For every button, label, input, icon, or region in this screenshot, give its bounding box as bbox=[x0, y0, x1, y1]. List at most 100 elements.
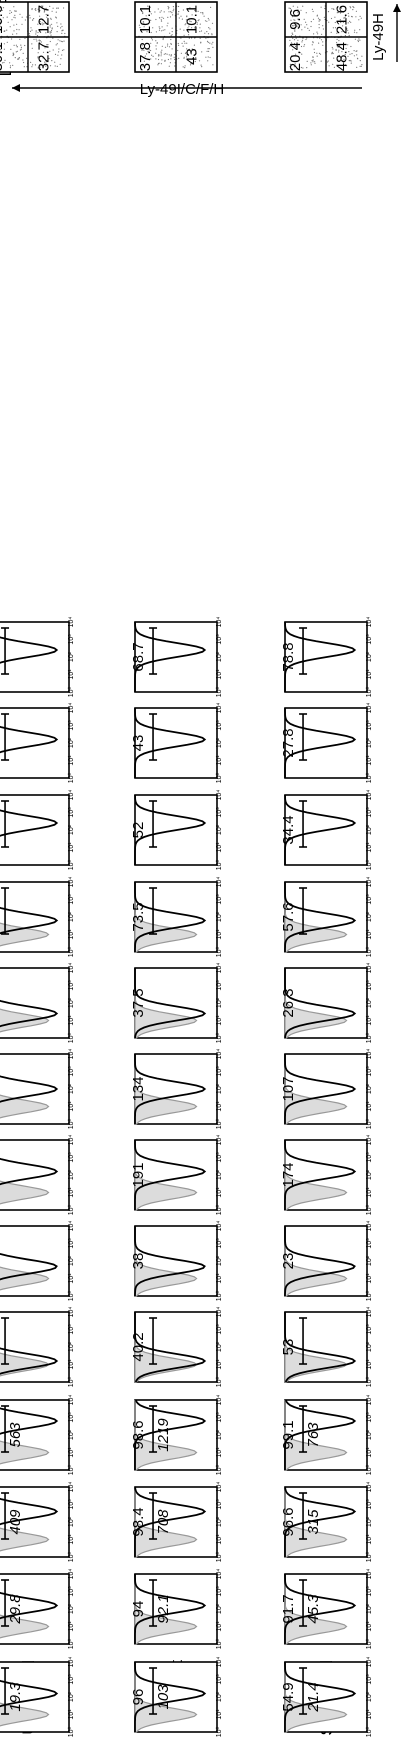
event-dot bbox=[184, 42, 186, 44]
event-dot bbox=[312, 42, 314, 44]
axis-tick-label: 10⁰ bbox=[215, 1033, 223, 1044]
axis-tick-label: 10¹ bbox=[68, 1187, 75, 1198]
stain-histogram bbox=[284, 1054, 357, 1124]
axis-tick-label: 10¹ bbox=[366, 1534, 373, 1545]
event-dot bbox=[347, 29, 349, 31]
event-dot bbox=[295, 44, 298, 46]
event-dot bbox=[183, 57, 185, 59]
axis-tick-label: 10³ bbox=[68, 634, 75, 645]
event-dot bbox=[142, 21, 145, 23]
axis-tick-label: 10⁴ bbox=[216, 1221, 223, 1232]
event-dot bbox=[193, 44, 195, 46]
event-dot bbox=[12, 54, 14, 56]
event-dot bbox=[20, 48, 22, 50]
event-dot bbox=[39, 40, 41, 42]
event-dot bbox=[19, 13, 21, 15]
axis-tick-label: 10³ bbox=[68, 1238, 75, 1249]
histogram-panel: 10⁰ 10¹ 10² 10³ 10⁴ 78.8 bbox=[280, 617, 373, 698]
event-dot bbox=[46, 16, 48, 18]
event-dot bbox=[36, 40, 38, 42]
event-dot bbox=[155, 18, 157, 21]
event-dot bbox=[206, 50, 208, 53]
event-dot bbox=[35, 9, 37, 11]
event-dot bbox=[142, 65, 144, 67]
event-dot bbox=[163, 11, 165, 13]
event-dot bbox=[348, 20, 351, 22]
event-dot bbox=[299, 52, 301, 54]
event-dot bbox=[294, 19, 296, 21]
axis-tick-label: 10¹ bbox=[216, 1101, 223, 1112]
event-dot bbox=[179, 28, 181, 30]
event-dot bbox=[58, 51, 60, 53]
percent-positive-value: 40.2 bbox=[130, 1332, 147, 1361]
event-dot bbox=[207, 60, 209, 62]
event-dot bbox=[151, 37, 153, 39]
event-dot bbox=[189, 7, 191, 9]
event-dot bbox=[167, 58, 169, 61]
event-dot bbox=[332, 52, 334, 55]
event-dot bbox=[311, 44, 313, 46]
event-dot bbox=[26, 16, 28, 18]
event-dot bbox=[56, 7, 58, 9]
event-dot bbox=[306, 24, 308, 26]
axis-tick-label: 10⁰ bbox=[365, 1119, 373, 1130]
event-dot bbox=[337, 27, 339, 29]
event-dot bbox=[181, 42, 183, 45]
event-dot bbox=[164, 60, 166, 62]
stain-histogram bbox=[134, 1312, 207, 1383]
event-dot bbox=[56, 22, 58, 24]
percent-positive-value: 191 bbox=[130, 1162, 147, 1187]
event-dot bbox=[336, 59, 339, 61]
event-dot bbox=[9, 65, 12, 67]
event-dot bbox=[323, 16, 325, 18]
event-dot bbox=[344, 20, 346, 22]
event-dot bbox=[152, 27, 154, 29]
event-dot bbox=[311, 8, 313, 10]
event-dot bbox=[52, 7, 54, 9]
axis-tick-label: 10⁴ bbox=[68, 877, 75, 888]
event-dot bbox=[335, 49, 337, 52]
event-dot bbox=[178, 57, 180, 60]
event-dot bbox=[17, 58, 19, 60]
event-dot bbox=[168, 46, 171, 48]
event-dot bbox=[49, 26, 51, 28]
event-dot bbox=[350, 21, 352, 23]
event-dot bbox=[195, 53, 197, 55]
event-dot bbox=[42, 51, 45, 53]
histogram-panel: 10⁰ 10¹ 10² 10³ 10⁴ 68.7 bbox=[130, 617, 223, 698]
event-dot bbox=[339, 12, 342, 14]
axis-tick-label: 10⁰ bbox=[215, 687, 223, 698]
stain-histogram bbox=[0, 1312, 59, 1383]
axis-tick-label: 10⁴ bbox=[68, 1307, 75, 1318]
event-dot bbox=[16, 23, 18, 25]
percent-positive-value: 96.6 bbox=[280, 1507, 297, 1536]
quadrant-percent: 32.7 bbox=[36, 42, 53, 71]
event-dot bbox=[52, 37, 54, 39]
event-dot bbox=[318, 19, 320, 21]
axis-tick-label: 10⁴ bbox=[216, 703, 223, 714]
event-dot bbox=[196, 23, 198, 25]
axis-tick-label: 10² bbox=[366, 1429, 373, 1440]
event-dot bbox=[15, 10, 17, 12]
event-dot bbox=[33, 18, 35, 20]
event-dot bbox=[338, 54, 340, 57]
event-dot bbox=[303, 18, 305, 20]
event-dot bbox=[320, 60, 322, 62]
histogram-panel: 10⁰ 10¹ 10² 10³ 10⁴ 99.1 763 bbox=[280, 1395, 373, 1476]
event-dot bbox=[50, 34, 52, 36]
histogram-panel: 10⁰10¹10²10³10⁴97.2409 bbox=[0, 1482, 75, 1562]
stain-histogram bbox=[284, 1399, 357, 1470]
event-dot bbox=[336, 32, 338, 34]
axis-tick-label: 10² bbox=[68, 1341, 75, 1352]
stain-histogram bbox=[0, 794, 59, 865]
event-dot bbox=[143, 22, 145, 24]
event-dot bbox=[10, 48, 12, 51]
event-dot bbox=[333, 57, 335, 59]
stain-histogram bbox=[134, 1662, 207, 1732]
histogram-panel: 10⁰ 10¹ 10² 10³ 10⁴ 191 bbox=[130, 1135, 223, 1216]
event-dot bbox=[347, 55, 349, 57]
histogram-panel: 10⁰ 10¹ 10² 10³ 10⁴ 96.6 315 bbox=[280, 1482, 373, 1563]
axis-tick-label: 10² bbox=[216, 1169, 223, 1180]
event-dot bbox=[294, 53, 297, 55]
axis-tick-label: 10² bbox=[68, 1083, 75, 1094]
